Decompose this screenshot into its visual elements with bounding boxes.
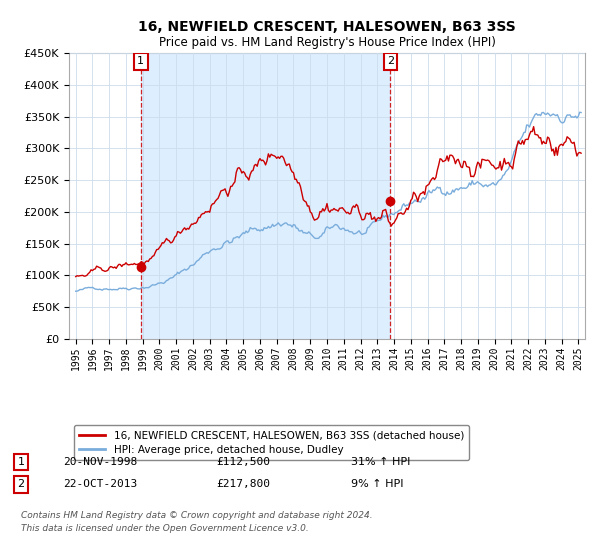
- Text: 2: 2: [387, 57, 394, 67]
- Text: 31% ↑ HPI: 31% ↑ HPI: [351, 457, 410, 467]
- Text: 22-OCT-2013: 22-OCT-2013: [63, 479, 137, 489]
- Text: 16, NEWFIELD CRESCENT, HALESOWEN, B63 3SS: 16, NEWFIELD CRESCENT, HALESOWEN, B63 3S…: [138, 20, 516, 34]
- Text: 1: 1: [137, 57, 144, 67]
- Text: 1: 1: [17, 457, 25, 467]
- Text: 9% ↑ HPI: 9% ↑ HPI: [351, 479, 404, 489]
- Text: £217,800: £217,800: [216, 479, 270, 489]
- Text: £112,500: £112,500: [216, 457, 270, 467]
- Legend: 16, NEWFIELD CRESCENT, HALESOWEN, B63 3SS (detached house), HPI: Average price, : 16, NEWFIELD CRESCENT, HALESOWEN, B63 3S…: [74, 426, 469, 460]
- Text: Price paid vs. HM Land Registry's House Price Index (HPI): Price paid vs. HM Land Registry's House …: [158, 36, 496, 49]
- Text: This data is licensed under the Open Government Licence v3.0.: This data is licensed under the Open Gov…: [21, 524, 309, 533]
- Text: Contains HM Land Registry data © Crown copyright and database right 2024.: Contains HM Land Registry data © Crown c…: [21, 511, 373, 520]
- Bar: [141, 53, 391, 339]
- Text: 2: 2: [17, 479, 25, 489]
- Text: 20-NOV-1998: 20-NOV-1998: [63, 457, 137, 467]
